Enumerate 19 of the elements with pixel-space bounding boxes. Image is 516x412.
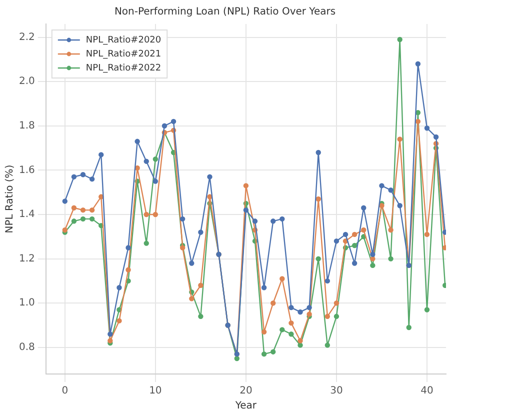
y-tick-label: 0.8 — [18, 342, 35, 354]
y-tick-label: 1.8 — [18, 120, 35, 132]
y-tick-label: 1.6 — [18, 164, 35, 176]
y-tick-label: 2.0 — [18, 76, 35, 88]
x-tick-label: 20 — [240, 386, 252, 397]
legend-label: NPL_Ratio#2021 — [86, 49, 162, 60]
legend-label: NPL_Ratio#2022 — [86, 63, 162, 74]
y-axis-title: NPL Ratio (%) — [4, 164, 16, 234]
y-tick-label: 1.0 — [18, 298, 35, 309]
chart-title: Non-Performing Loan (NPL) Ratio Over Years — [114, 6, 336, 18]
x-tick-label: 0 — [62, 386, 68, 397]
y-tick-label: 1.4 — [18, 209, 35, 220]
x-tick-label: 10 — [149, 386, 162, 397]
x-tick-label: 30 — [330, 386, 343, 397]
legend-label: NPL_Ratio#2020 — [86, 35, 162, 46]
x-axis-title: Year — [234, 400, 258, 412]
x-tick-label: 40 — [420, 386, 434, 397]
y-tick-label: 2.2 — [18, 32, 35, 43]
y-tick-label: 1.2 — [18, 253, 35, 264]
